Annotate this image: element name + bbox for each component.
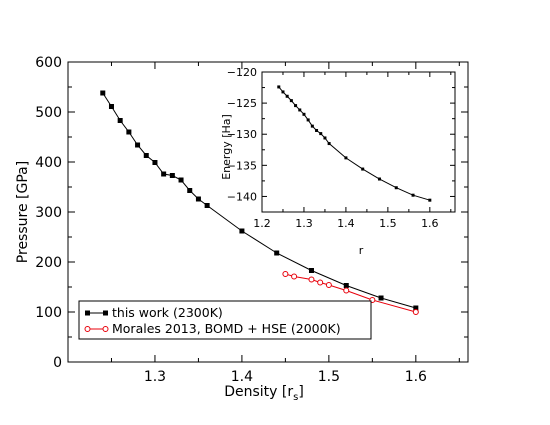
main-series-1-point (282, 271, 289, 277)
inset-series-0-point (294, 104, 298, 108)
inset-x-axis-label: r (359, 244, 364, 257)
main-y-tick-label: 200 (35, 255, 62, 271)
legend-label-morales: Morales 2013, BOMD + HSE (2000K) (112, 321, 341, 336)
main-series-0-point (178, 177, 184, 183)
inset-y-tick-label: −140 (227, 190, 257, 203)
main-series-0-point (117, 118, 123, 123)
main-series-1-point (317, 279, 324, 286)
main-series-0-point (187, 188, 193, 193)
legend-box (78, 300, 372, 340)
main-series-0-point (100, 90, 106, 96)
inset-y-axis-label: Energy [Ha] (220, 114, 233, 180)
legend-marker-morales-right (102, 326, 109, 332)
inset-series-0-point (298, 108, 302, 112)
inset-series-0-point (323, 136, 327, 140)
inset-series-layer (277, 85, 432, 202)
main-series-0-point (161, 171, 167, 177)
inset-x-tick-label: 1.6 (421, 217, 439, 230)
main-series-0-point (413, 305, 419, 311)
main-x-tick-label: 1.3 (144, 369, 166, 385)
main-y-tick-label: 400 (35, 155, 62, 171)
main-series-0-point (274, 250, 280, 256)
main-series-0-point (343, 283, 349, 288)
legend-marker-this-work-left (85, 310, 90, 316)
main-y-tick-label: 500 (35, 105, 62, 121)
inset-x-tick-label: 1.4 (337, 217, 355, 230)
main-series-0-point (126, 129, 132, 135)
inset-x-tick-label: 1.3 (295, 217, 313, 230)
main-series-0-point (108, 104, 114, 109)
main-y-tick-label: 0 (53, 355, 62, 371)
main-x-tick-label: 1.4 (231, 369, 253, 385)
main-series-1-point (343, 287, 350, 294)
legend: this work (2300K) Morales 2013, BOMD + H… (78, 300, 372, 340)
main-series-1-point (308, 276, 315, 283)
legend-marker-this-work-right (103, 310, 108, 316)
main-series-0-point (195, 196, 201, 202)
main-series-1-point (325, 282, 332, 288)
inset-series-0-point (281, 90, 285, 94)
main-series-0-point (378, 295, 384, 301)
inset-y-tick-label: −125 (227, 97, 257, 110)
inset-series-0-point (289, 99, 293, 103)
inset-x-tick-label: 1.5 (379, 217, 397, 230)
legend-marker-morales-left (84, 326, 91, 332)
main-series-0-point (135, 142, 141, 148)
main-y-tick-label: 300 (35, 205, 62, 221)
inset-y-tick-label: −130 (227, 128, 257, 141)
inset-series-0-point (277, 85, 281, 89)
main-series-0-point (152, 160, 158, 165)
inset-y-tick-label: −135 (227, 159, 257, 172)
main-y-tick-label: 100 (35, 305, 62, 321)
inset-series-0-point (394, 186, 398, 190)
main-series-1-point (291, 273, 298, 280)
main-series-0-point (169, 173, 175, 178)
inset-y-tick-label: −120 (227, 66, 257, 79)
inset-series-0-point (285, 94, 289, 98)
inset-series-0-point (302, 112, 306, 116)
inset-series-0-point (344, 156, 348, 160)
inset-series-0-point (315, 128, 319, 132)
inset-series-0-point (319, 132, 323, 136)
main-x-axis-label: Density [rs] (224, 384, 304, 403)
main-y-tick-label: 600 (35, 55, 62, 71)
main-series-0-point (143, 153, 149, 158)
inset-plot-frame (261, 71, 456, 213)
main-y-axis-label: Pressure [GPa] (15, 161, 31, 263)
main-series-0-point (239, 228, 245, 234)
inset-series-0-point (361, 167, 365, 171)
inset-series-0-point (377, 177, 381, 181)
main-axes: 1.3 1.4 1.5 1.6 0 100 200 300 400 500 600 (35, 55, 468, 385)
legend-label-this-work: this work (2300K) (112, 305, 223, 320)
inset-series-0-point (327, 142, 331, 146)
inset-series-0-point (428, 198, 432, 202)
inset-x-tick-label: 1.2 (253, 217, 271, 230)
inset-axes: 1.2 1.3 1.4 1.5 1.6 −140 −135 −130 −125 −120 (227, 66, 455, 230)
main-series-1-point (412, 309, 419, 315)
inset-series-0-point (411, 193, 415, 197)
main-series-0-point (308, 268, 314, 273)
main-x-tick-label: 1.5 (318, 369, 340, 385)
inset-series-0-point (310, 124, 314, 128)
main-series-0-point (204, 203, 210, 208)
main-x-tick-label: 1.6 (405, 369, 427, 385)
inset-series-0-point (306, 118, 310, 122)
main-series-layer (100, 90, 419, 315)
